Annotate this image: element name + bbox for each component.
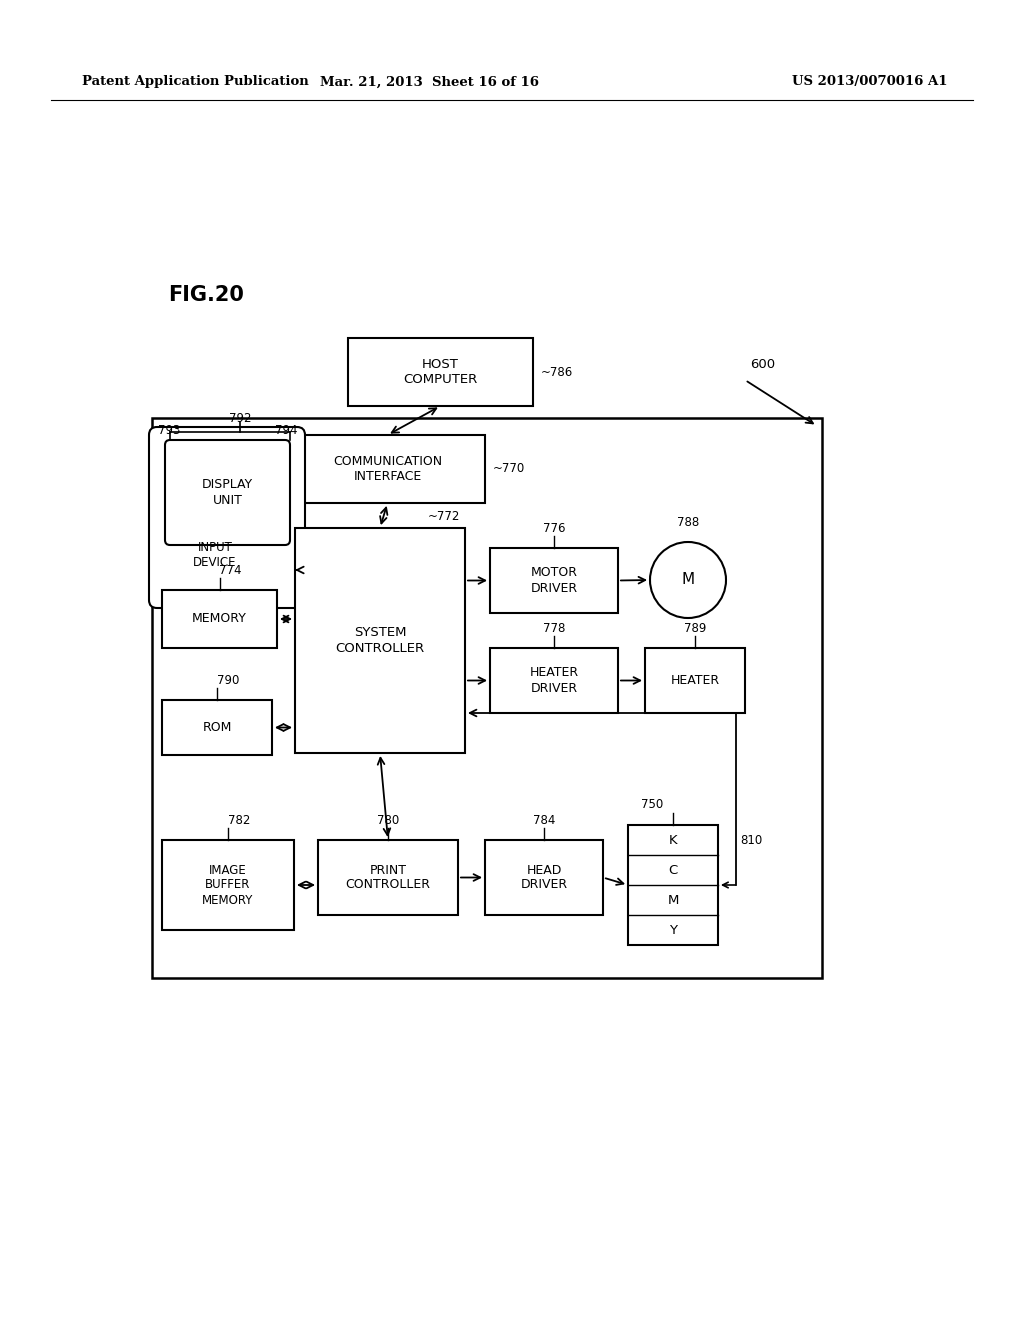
Text: Patent Application Publication: Patent Application Publication	[82, 75, 309, 88]
Text: US 2013/0070016 A1: US 2013/0070016 A1	[793, 75, 948, 88]
Text: K: K	[669, 833, 677, 846]
Text: ~772: ~772	[428, 510, 460, 523]
Text: MEMORY: MEMORY	[193, 612, 247, 626]
Text: ROM: ROM	[203, 721, 231, 734]
Bar	[162, 840, 294, 931]
Text: MOTOR
DRIVER: MOTOR DRIVER	[530, 566, 578, 594]
Bar	[162, 590, 278, 648]
Text: DISPLAY
UNIT: DISPLAY UNIT	[202, 479, 253, 507]
Text: HOST
COMPUTER: HOST COMPUTER	[403, 358, 477, 385]
Text: 780: 780	[377, 813, 399, 826]
Text: HEATER
DRIVER: HEATER DRIVER	[529, 667, 579, 694]
Text: M: M	[681, 573, 694, 587]
Text: 788: 788	[677, 516, 699, 528]
Bar	[318, 840, 458, 915]
Text: IMAGE
BUFFER
MEMORY: IMAGE BUFFER MEMORY	[203, 863, 254, 907]
Bar	[490, 548, 618, 612]
Text: SYSTEM
CONTROLLER: SYSTEM CONTROLLER	[336, 627, 425, 655]
Bar	[628, 825, 718, 945]
Text: ~770: ~770	[493, 462, 525, 475]
Bar	[295, 528, 465, 752]
Text: 782: 782	[228, 813, 251, 826]
Text: 776: 776	[543, 521, 565, 535]
Bar	[348, 338, 534, 407]
Text: 790: 790	[217, 673, 240, 686]
Text: 600: 600	[750, 359, 775, 371]
Text: 774: 774	[219, 564, 242, 577]
Text: ~786: ~786	[541, 366, 573, 379]
Bar	[152, 418, 822, 978]
Text: 750: 750	[641, 799, 663, 812]
Bar	[485, 840, 603, 915]
Text: FIG.20: FIG.20	[168, 285, 244, 305]
Bar	[645, 648, 745, 713]
Circle shape	[650, 543, 726, 618]
Text: 792: 792	[228, 412, 251, 425]
Bar	[290, 436, 485, 503]
Text: PRINT
CONTROLLER: PRINT CONTROLLER	[345, 863, 430, 891]
Text: COMMUNICATION
INTERFACE: COMMUNICATION INTERFACE	[333, 455, 442, 483]
Text: HEAD
DRIVER: HEAD DRIVER	[520, 863, 567, 891]
Bar	[490, 648, 618, 713]
FancyBboxPatch shape	[150, 426, 305, 609]
FancyBboxPatch shape	[165, 440, 290, 545]
Bar	[162, 700, 272, 755]
Text: 794: 794	[275, 424, 298, 437]
Text: 778: 778	[543, 622, 565, 635]
Text: INPUT
DEVICE: INPUT DEVICE	[194, 541, 237, 569]
Text: 810: 810	[740, 833, 762, 846]
Text: M: M	[668, 894, 679, 907]
Text: HEATER: HEATER	[671, 675, 720, 686]
Text: 793: 793	[158, 424, 180, 437]
Text: Mar. 21, 2013  Sheet 16 of 16: Mar. 21, 2013 Sheet 16 of 16	[321, 75, 540, 88]
Text: 784: 784	[532, 813, 555, 826]
Text: Y: Y	[669, 924, 677, 936]
Text: C: C	[669, 863, 678, 876]
Text: 789: 789	[684, 622, 707, 635]
